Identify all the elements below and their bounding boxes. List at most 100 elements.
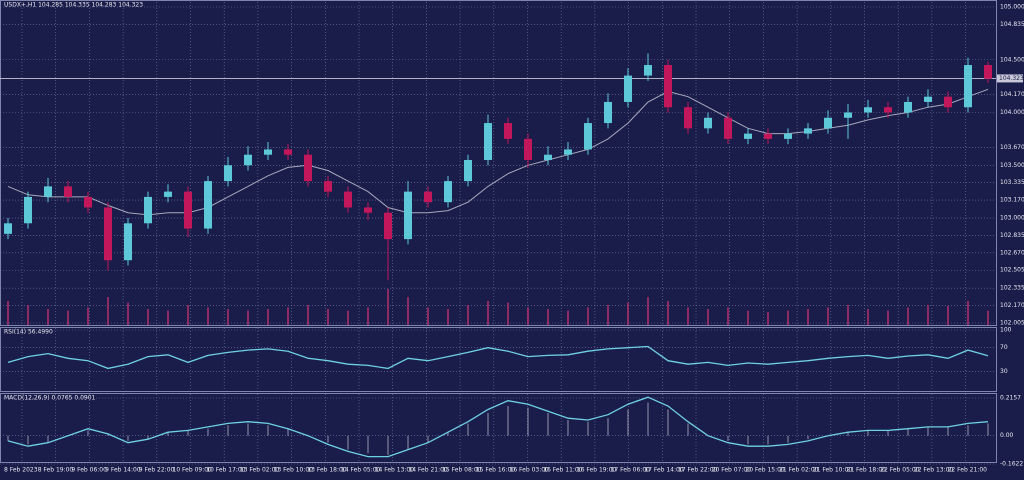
volume-bar	[827, 307, 829, 325]
volume-bar	[627, 302, 629, 325]
x-tick-label: 22 Feb 21:00	[948, 467, 988, 474]
chart-title: USDX+,H1 104.285 104.335 104.283 104.323	[4, 2, 143, 9]
volume-bar	[587, 307, 589, 325]
x-tick-label: 22 Feb 05:00	[880, 467, 920, 474]
histogram-bar	[87, 430, 89, 436]
candle-body	[384, 212, 392, 240]
last-price-label: 104.323	[999, 75, 1024, 82]
y-tick-label: 30	[1000, 368, 1008, 375]
x-tick-label: 20 Feb 07:00	[712, 467, 752, 474]
volume-bar	[967, 301, 969, 325]
x-tick-label: 10 Feb 09:00	[173, 467, 213, 474]
candle-body	[724, 117, 732, 139]
volume-bar	[47, 309, 49, 325]
volume-bar	[647, 297, 649, 325]
candle-body	[864, 107, 872, 113]
y-tick-label: -0.1622	[1000, 461, 1023, 468]
volume-bar	[667, 301, 669, 325]
histogram-bar	[547, 412, 549, 436]
y-tick-label: 0.2157	[1000, 395, 1021, 402]
volume-bar	[727, 307, 729, 325]
y-tick-label: 102.670	[1000, 249, 1024, 256]
histogram-bar	[587, 421, 589, 436]
volume-bar	[487, 301, 489, 325]
candle-body	[504, 123, 512, 139]
volume-bar	[347, 310, 349, 325]
histogram-bar	[327, 435, 329, 443]
candle-body	[804, 128, 812, 134]
histogram-bar	[447, 432, 449, 436]
candle-body	[84, 196, 92, 208]
candle-body	[424, 191, 432, 203]
candle-body	[404, 191, 412, 240]
volume-bar	[267, 309, 269, 325]
histogram-bar	[527, 407, 529, 436]
x-tick-label: 17 Feb 14:00	[644, 467, 684, 474]
histogram-bar	[187, 430, 189, 436]
x-tick-label: 13 Feb 02:00	[240, 467, 280, 474]
x-tick-label: 14 Feb 05:00	[341, 467, 381, 474]
x-tick-label: 14 Feb 13:00	[375, 467, 415, 474]
histogram-bar	[907, 428, 909, 436]
volume-bar	[467, 305, 469, 325]
histogram-bar	[647, 402, 649, 436]
histogram-bar	[467, 423, 469, 436]
candle-body	[824, 117, 832, 129]
candle-body	[484, 123, 492, 160]
candle-body	[144, 196, 152, 224]
y-tick-label: 102.170	[1000, 302, 1024, 309]
x-tick-label: 8 Feb 2023	[4, 467, 38, 474]
candle-body	[984, 65, 992, 79]
y-tick-label: 70	[1000, 344, 1008, 351]
candle-body	[304, 154, 312, 182]
y-tick-label: 103.670	[1000, 144, 1024, 151]
candle-body	[944, 96, 952, 108]
histogram-bar	[847, 432, 849, 436]
last-price-box	[997, 74, 1023, 83]
x-tick-label: 21 Feb 18:00	[847, 467, 887, 474]
histogram-bar	[147, 435, 149, 440]
histogram-bar	[107, 433, 109, 436]
candle-body	[164, 191, 172, 197]
x-tick-label: 13 Feb 10:00	[274, 467, 314, 474]
volume-bar	[167, 310, 169, 325]
x-tick-label: 21 Feb 10:00	[813, 467, 853, 474]
candle-body	[704, 117, 712, 129]
candle-body	[204, 181, 212, 229]
candle-body	[104, 207, 112, 261]
histogram-bar	[987, 423, 989, 436]
indicator-line	[7, 345, 989, 370]
volume-bar	[327, 309, 329, 325]
volume-bar	[787, 310, 789, 325]
histogram-bar	[507, 405, 509, 436]
histogram-bar	[867, 430, 869, 436]
histogram-bar	[967, 425, 969, 436]
candle-body	[604, 101, 612, 124]
histogram-bar	[47, 435, 49, 443]
histogram-bar	[267, 425, 269, 436]
x-tick-label: 9 Feb 22:00	[139, 467, 175, 474]
volume-bar	[867, 309, 869, 325]
histogram-bar	[947, 426, 949, 436]
candle-body	[244, 154, 252, 166]
candle-body	[284, 149, 292, 155]
candle-body	[264, 149, 272, 155]
volume-bar	[127, 302, 129, 325]
candle-body	[4, 223, 12, 234]
volume-bar	[247, 310, 249, 325]
volume-bar	[307, 305, 309, 325]
candle-body	[464, 159, 472, 182]
histogram-bar	[607, 418, 609, 436]
y-tick-label: 104.170	[1000, 91, 1024, 98]
volume-bar	[407, 297, 409, 325]
y-tick-label: 102.835	[1000, 232, 1024, 239]
volume-bar	[367, 307, 369, 325]
volume-bar	[387, 289, 389, 325]
x-tick-label: 15 Feb 08:00	[442, 467, 482, 474]
candle-body	[664, 65, 672, 108]
x-tick-label: 22 Feb 13:00	[914, 467, 954, 474]
candle-body	[344, 191, 352, 208]
y-tick-label: 103.335	[1000, 179, 1024, 186]
histogram-bar	[287, 428, 289, 436]
volume-bar	[287, 307, 289, 325]
